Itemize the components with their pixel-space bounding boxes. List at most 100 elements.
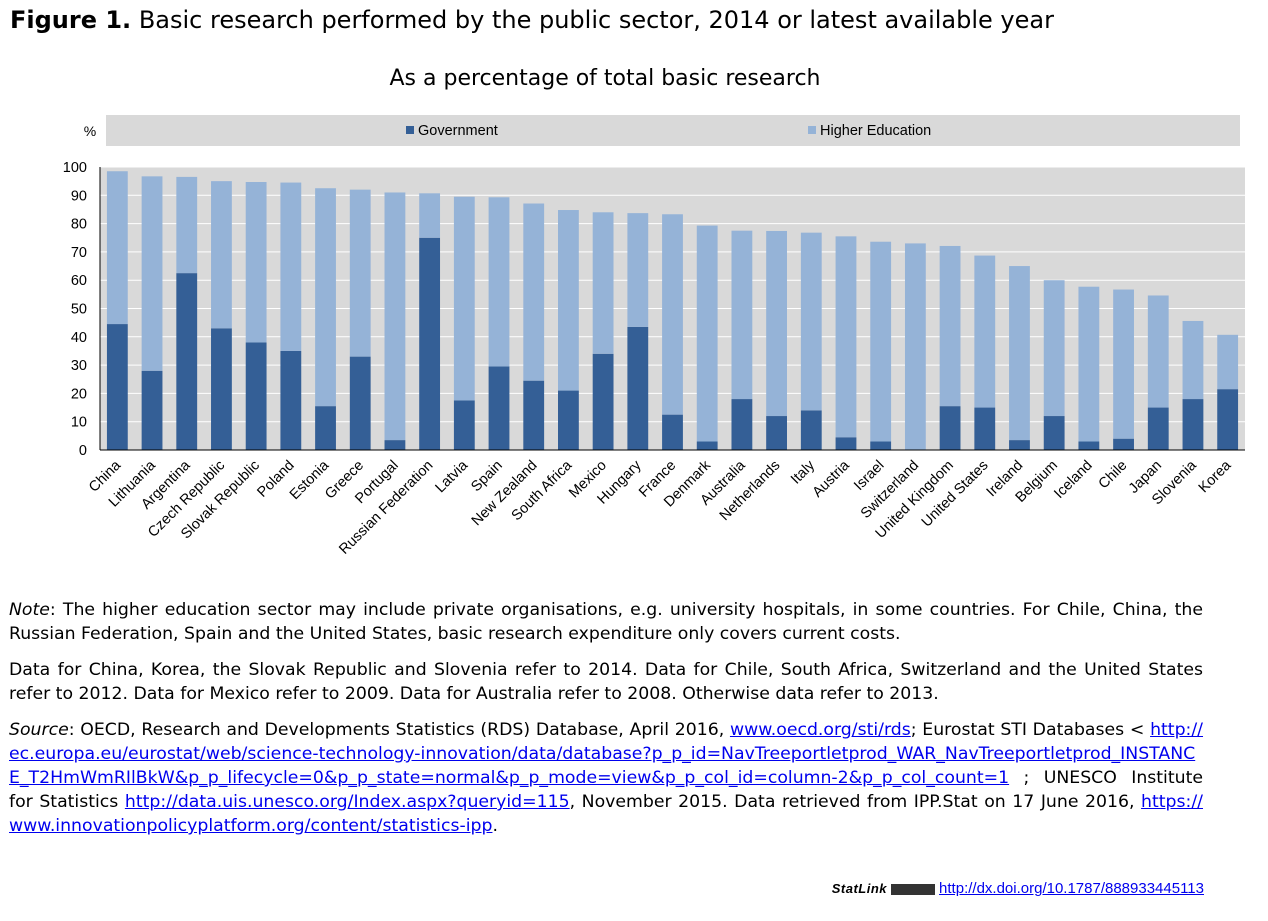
note-text: : The higher education sector may includ… xyxy=(9,600,1203,644)
y-tick-label: 70 xyxy=(71,245,87,261)
x-tick-label: Latvia xyxy=(432,457,471,496)
source-paragraph: Source: OECD, Research and Developments … xyxy=(9,718,1203,838)
bar-government xyxy=(523,380,545,450)
x-tick-label: Korea xyxy=(1196,457,1235,496)
bar-government xyxy=(280,350,302,450)
bar-higher-education xyxy=(1182,320,1204,400)
y-tick-label: 80 xyxy=(71,217,87,233)
bar-government xyxy=(662,414,683,450)
y-tick-label: 90 xyxy=(71,188,87,204)
oecd-logo-icon xyxy=(891,883,936,895)
bar-higher-education xyxy=(870,241,892,442)
note-label: Note xyxy=(9,600,50,620)
eurostat-link[interactable]: http://ec.europa.eu/eurostat/web/science… xyxy=(9,720,1204,788)
source-label: Source xyxy=(9,720,69,740)
data-years-paragraph: Data for China, Korea, the Slovak Republ… xyxy=(9,660,1203,704)
bar-government xyxy=(974,407,996,450)
bar-higher-education xyxy=(835,236,857,438)
bar-government xyxy=(384,440,406,450)
y-tick-label: 40 xyxy=(71,330,87,346)
stacked-bar-chart: % Government Higher Education 0 10 20 30 40 50 60… xyxy=(63,115,1245,558)
statlink-label: StatLink xyxy=(831,881,888,896)
bar-higher-education xyxy=(384,192,406,441)
bar-government xyxy=(315,406,336,450)
bar-government xyxy=(176,273,198,450)
bar-higher-education xyxy=(176,176,198,274)
bar-higher-education xyxy=(766,230,787,417)
x-tick-label: Italy xyxy=(788,457,819,488)
source-end: . xyxy=(492,816,498,836)
bar-government xyxy=(488,366,510,450)
y-tick-label: 20 xyxy=(71,386,87,402)
bar-government xyxy=(592,353,614,450)
bar-higher-education xyxy=(1113,289,1134,439)
bar-government xyxy=(870,441,892,450)
oecd-rds-link[interactable]: www.oecd.org/sti/rds xyxy=(729,720,911,740)
x-tick-label: Austria xyxy=(810,457,854,501)
bar-government xyxy=(766,416,787,450)
bar-government xyxy=(349,356,371,450)
bar-government xyxy=(1182,399,1204,450)
bar-higher-education xyxy=(1147,295,1169,408)
bar-higher-education xyxy=(419,193,441,238)
bar-higher-education xyxy=(1217,334,1239,390)
y-tick-label: 10 xyxy=(71,415,87,431)
bar-higher-education xyxy=(280,182,302,351)
figure-title: Figure 1. Basic research performed by th… xyxy=(10,6,1054,34)
bar-higher-education xyxy=(245,181,267,343)
legend-swatch-2 xyxy=(808,126,816,134)
y-tick-label: 0 xyxy=(79,443,87,459)
bar-higher-education xyxy=(141,176,163,371)
bar-government xyxy=(800,410,822,450)
bar-higher-education xyxy=(662,214,683,415)
bar-higher-education xyxy=(696,225,718,442)
bar-government xyxy=(453,400,475,450)
bar-higher-education xyxy=(592,212,614,354)
bar-government xyxy=(939,406,961,450)
y-axis-unit-label: % xyxy=(84,123,96,139)
bar-government xyxy=(558,390,579,450)
chart-subtitle: As a percentage of total basic research xyxy=(389,66,821,91)
bar-higher-education xyxy=(315,188,336,407)
bar-government xyxy=(419,237,441,450)
bar-government xyxy=(1147,407,1169,450)
statlink-url[interactable]: http://dx.doi.org/10.1787/888933445113 xyxy=(939,880,1204,897)
bar-government xyxy=(731,399,753,450)
note-paragraph: Note: The higher education sector may in… xyxy=(9,598,1203,646)
figure-title-text: Basic research performed by the public s… xyxy=(138,6,1054,34)
bar-government xyxy=(211,328,232,450)
bar-higher-education xyxy=(106,171,128,325)
bar-government xyxy=(1078,441,1100,450)
bar-higher-education xyxy=(800,232,822,411)
legend-swatch-1 xyxy=(406,126,414,134)
y-tick-label: 50 xyxy=(71,302,87,318)
source-part-2: ; Eurostat STI Databases < xyxy=(910,720,1151,740)
statlink: StatLink http://dx.doi.org/10.1787/888933… xyxy=(832,880,1204,897)
source-part-3: ; UNESCO Institute for Statistics xyxy=(9,768,1203,812)
bar-government xyxy=(1113,438,1134,450)
y-tick-label: 60 xyxy=(71,273,87,289)
figure-label: Figure 1. xyxy=(10,6,132,34)
bar-higher-education xyxy=(453,196,475,401)
source-part-1: : OECD, Research and Developments Statis… xyxy=(68,720,730,740)
bar-government xyxy=(1009,440,1030,450)
x-tick-label: Iceland xyxy=(1051,458,1095,502)
legend-label-2: Higher Education xyxy=(820,123,931,139)
bar-government xyxy=(245,342,267,450)
unesco-link[interactable]: http://data.uis.unesco.org/Index.aspx?qu… xyxy=(124,792,570,812)
bar-government xyxy=(835,437,857,450)
bar-government xyxy=(1043,416,1065,450)
legend-band xyxy=(106,115,1240,146)
bar-government xyxy=(627,326,649,450)
bar-higher-education xyxy=(939,245,961,407)
legend-label-1: Government xyxy=(418,123,498,139)
bar-higher-education xyxy=(523,203,545,381)
x-tick-label: Chile xyxy=(1096,458,1131,493)
bar-higher-education xyxy=(211,181,232,329)
figure-notes: Note: The higher education sector may in… xyxy=(9,598,1203,850)
bar-higher-education xyxy=(627,213,649,327)
bar-government xyxy=(141,370,163,450)
y-tick-label: 100 xyxy=(63,160,87,176)
ipp-link[interactable]: https://www.innovationpolicyplatform.org… xyxy=(9,792,1203,836)
bar-government xyxy=(106,324,128,450)
